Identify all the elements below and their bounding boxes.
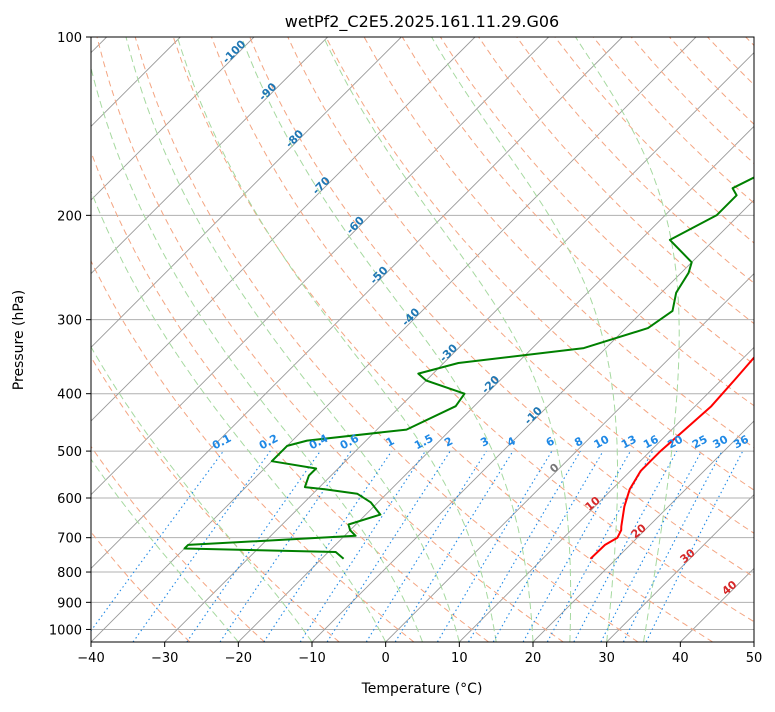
y-axis-label: Pressure (hPa) bbox=[11, 290, 27, 390]
x-tick-label: 10 bbox=[451, 651, 468, 666]
x-tick-label: 20 bbox=[525, 651, 542, 666]
y-tick-label: 800 bbox=[57, 566, 82, 581]
y-tick-label: 500 bbox=[57, 445, 82, 460]
y-tick-label: 600 bbox=[57, 492, 82, 507]
x-tick-label: −40 bbox=[77, 651, 104, 666]
plot-background bbox=[91, 37, 754, 642]
isotherm-line bbox=[754, 37, 775, 642]
x-tick-label: 50 bbox=[746, 651, 763, 666]
x-tick-label: −30 bbox=[151, 651, 178, 666]
y-tick-label: 700 bbox=[57, 532, 82, 547]
y-tick-label: 100 bbox=[57, 31, 82, 46]
y-tick-label: 300 bbox=[57, 314, 82, 329]
x-tick-label: −20 bbox=[225, 651, 252, 666]
x-tick-label: 0 bbox=[382, 651, 390, 666]
chart-title: wetPf2_C2E5.2025.161.11.29.G06 bbox=[285, 12, 559, 32]
x-tick-label: −10 bbox=[298, 651, 325, 666]
x-tick-label: 40 bbox=[672, 651, 689, 666]
y-tick-label: 200 bbox=[57, 209, 82, 224]
y-tick-label: 400 bbox=[57, 388, 82, 403]
y-tick-label: 1000 bbox=[49, 623, 82, 638]
y-tick-label: 900 bbox=[57, 596, 82, 611]
x-axis-label: Temperature (°C) bbox=[361, 681, 483, 697]
x-tick-label: 30 bbox=[598, 651, 615, 666]
